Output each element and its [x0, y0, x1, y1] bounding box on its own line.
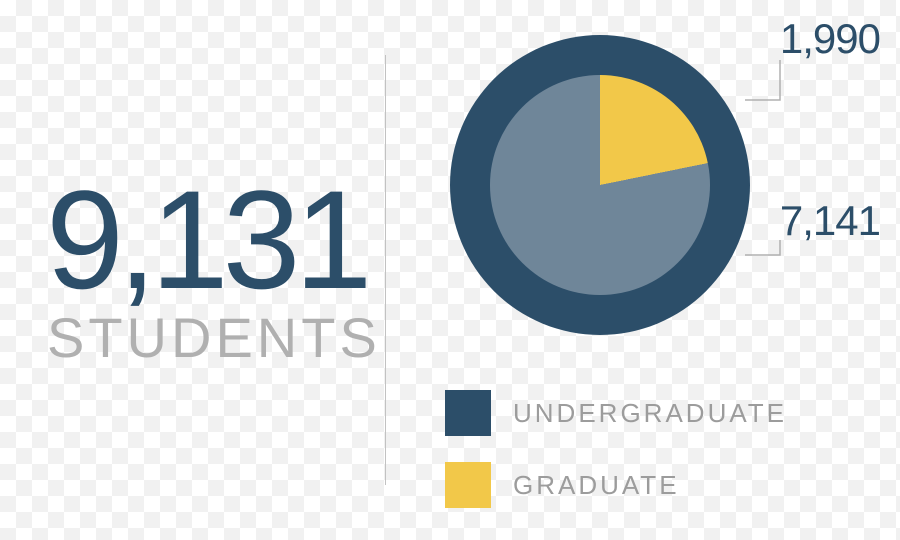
legend-swatch-undergraduate	[445, 390, 491, 436]
value-undergraduate: 7,141	[780, 200, 880, 242]
legend-swatch-graduate	[445, 462, 491, 508]
value-graduate: 1,990	[780, 18, 880, 60]
legend-label-undergraduate: UNDERGRADUATE	[513, 400, 787, 426]
leader-line-undergraduate	[0, 0, 900, 540]
legend-label-graduate: GRADUATE	[513, 472, 680, 498]
